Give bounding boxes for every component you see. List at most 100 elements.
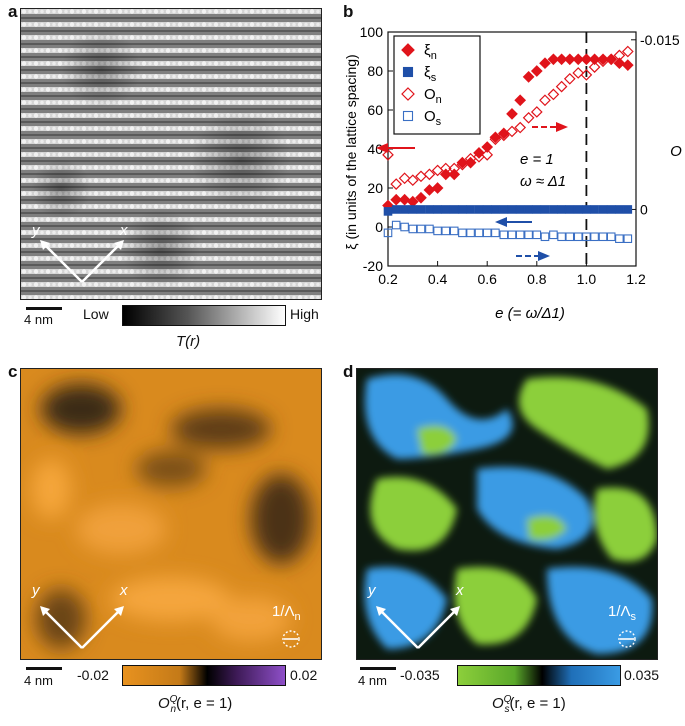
panel-d-wavelength-text: 1/Λ: [608, 603, 631, 620]
panel-d-scale-label: 4 nm: [358, 673, 387, 688]
y-tick-label: 60: [367, 102, 383, 118]
xi-n-point: [514, 94, 527, 107]
o-s-point: [615, 234, 624, 243]
right-axis-label: O: [670, 143, 682, 160]
xi-s-point: [433, 205, 442, 214]
y-axis-label: ξ (in units of the lattice spacing): [343, 54, 359, 249]
panel-c-wavelength-circle: [282, 630, 300, 648]
o-n-point: [423, 168, 436, 181]
o-n-point: [390, 178, 403, 190]
legend-marker: [402, 66, 414, 78]
xi-n-point: [415, 191, 427, 204]
panel-c-map: [21, 369, 321, 659]
o-s-point: [532, 230, 542, 240]
panel-a-colorbar-high: High: [290, 306, 319, 322]
xi-s-point: [441, 205, 451, 214]
o-n-point: [522, 111, 535, 124]
o-s-point: [400, 222, 409, 232]
x-tick-label: 0.6: [477, 271, 497, 287]
y-tick-label: 80: [367, 63, 383, 79]
o-n-point: [580, 69, 593, 81]
o-n-point: [382, 149, 394, 161]
xi-s-point: [507, 205, 517, 214]
panel-d-caption-sup: Q: [503, 694, 512, 705]
o-n-point: [506, 125, 518, 138]
xi-s-point: [606, 205, 616, 214]
xi-n-point: [448, 168, 461, 181]
o-n-point: [621, 45, 634, 58]
right-tick-label: -0.015: [640, 32, 680, 48]
o-s-point: [491, 228, 500, 238]
y-tick-label: 100: [360, 24, 384, 40]
xi-n-point: [398, 193, 411, 206]
xi-n-point: [588, 53, 601, 66]
panel-b-label: b: [343, 2, 354, 21]
o-n-point: [605, 53, 618, 66]
xi-s-point: [590, 205, 599, 214]
panel-d-caption-args: (r, e = 1): [509, 695, 566, 712]
panel-d-image: [356, 368, 658, 660]
o-s-point: [524, 230, 533, 240]
panel-c-caption-text: O: [158, 695, 170, 712]
panel-a-axes: [40, 240, 124, 283]
panel-a-colorbar: [122, 305, 286, 326]
o-s-point: [474, 228, 484, 238]
panel-c-colorbar: [122, 665, 286, 686]
panel-d-wavelength: 1/Λs: [608, 603, 636, 623]
o-n-point: [588, 61, 601, 73]
panel-d-axis-y: y: [368, 582, 376, 599]
xi-n-point: [555, 53, 568, 66]
xi-s-point: [582, 205, 591, 214]
o-s-point: [425, 224, 434, 234]
o-s-point: [391, 220, 401, 230]
xi-s-point: [383, 207, 393, 216]
xi-n-point: [423, 184, 436, 196]
xi-s-point: [565, 205, 575, 214]
xi-n-point: [464, 156, 477, 169]
panel-a-scale-label: 4 nm: [24, 312, 53, 327]
annotation-e1: e = 1: [520, 151, 554, 168]
xi-n-point: [621, 59, 634, 71]
x-tick-label: 1.0: [577, 271, 597, 287]
xi-n-point: [580, 53, 593, 66]
xi-s-point: [416, 205, 426, 214]
y-tick-label: 20: [367, 180, 383, 196]
y-tick-label: 40: [367, 141, 383, 157]
o-s-point: [573, 232, 583, 242]
panel-d-caption-sub: s: [504, 704, 510, 715]
panel-d-caption: OQs(r, e = 1): [492, 694, 566, 715]
xi-s-point: [449, 205, 459, 214]
panel-c-wavelength: 1/Λn: [272, 603, 301, 623]
panel-a-topograph: [21, 9, 321, 299]
panel-d-label: d: [343, 362, 354, 381]
panel-d-caption-text: O: [492, 695, 504, 712]
xi-n-point: [572, 53, 585, 66]
o-s-point: [540, 232, 550, 242]
o-n-point: [448, 162, 461, 175]
o-s-point: [557, 232, 566, 242]
xi-n-point: [473, 147, 485, 159]
o-n-point: [572, 67, 585, 79]
o-n-point: [456, 158, 469, 171]
panel-c-wavelength-text: 1/Λ: [272, 603, 295, 620]
o-s-point: [482, 228, 492, 238]
o-n-point: [497, 129, 510, 142]
panel-d-wavelength-circle: [618, 630, 636, 648]
panel-a-caption-text: T(r): [176, 333, 201, 350]
o-s-point: [565, 232, 575, 242]
x-tick-label: 0.8: [527, 271, 547, 287]
panel-a-scalebar: [26, 307, 62, 310]
xi-n-point: [530, 65, 543, 77]
o-n-point: [439, 162, 452, 175]
o-n-point: [489, 133, 502, 146]
o-n-point: [481, 149, 494, 161]
legend-marker: [401, 87, 415, 101]
panel-d-colorbar-low: -0.035: [400, 667, 440, 683]
legend-marker: [402, 110, 414, 122]
xi-n-point: [506, 108, 518, 120]
panel-d-map: [357, 369, 657, 659]
o-s-point: [416, 224, 426, 234]
xi-n-point: [563, 53, 576, 66]
panel-d-wavelength-sub: s: [630, 611, 637, 623]
o-n-point: [555, 80, 568, 93]
